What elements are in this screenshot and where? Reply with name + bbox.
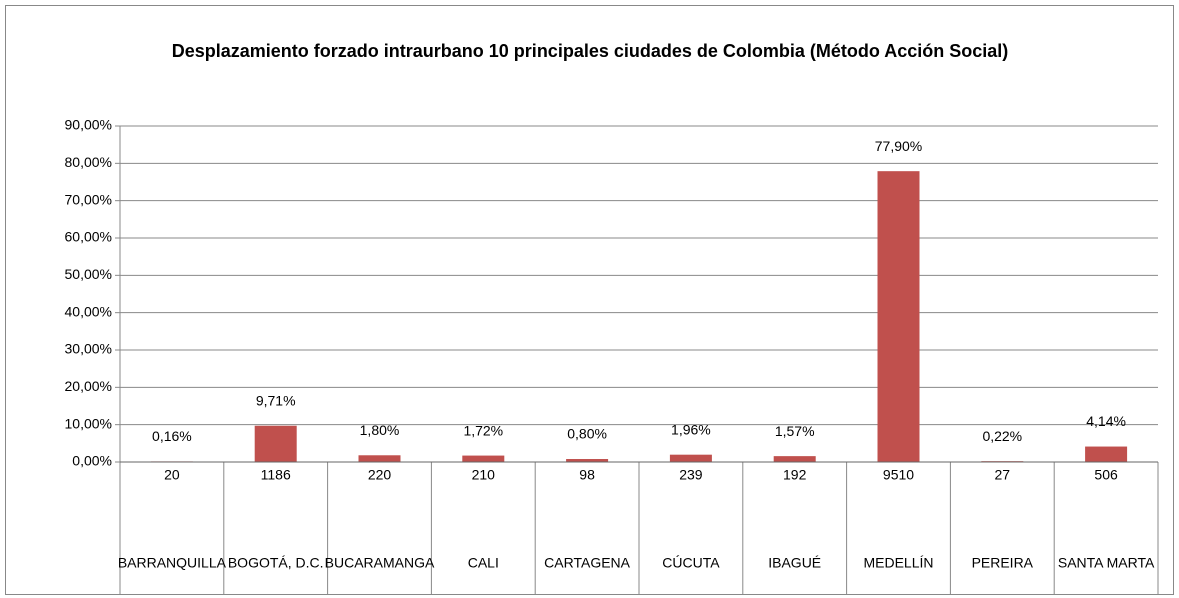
count-label: 98 (579, 467, 595, 483)
bar (358, 455, 401, 462)
chart-border (5, 5, 1174, 595)
count-label: 1186 (261, 467, 291, 483)
bar (462, 455, 505, 462)
x-tick-label: BOGOTÁ, D.C. (228, 555, 324, 571)
data-label: 9,71% (256, 392, 296, 408)
data-label: 1,57% (775, 423, 815, 439)
data-label: 0,22% (982, 428, 1022, 444)
count-label: 9510 (883, 467, 914, 483)
count-label: 210 (472, 467, 496, 483)
count-label: 220 (368, 467, 392, 483)
bar (1085, 446, 1128, 462)
x-tick-label: BARRANQUILLA (118, 555, 227, 571)
count-label: 20 (164, 467, 180, 483)
x-tick-label: CÚCUTA (662, 555, 720, 571)
y-tick-label: 80,00% (65, 154, 112, 170)
x-tick-label: PEREIRA (972, 555, 1034, 571)
count-label: 192 (783, 467, 807, 483)
bar (773, 456, 816, 462)
x-tick-label: CARTAGENA (544, 555, 630, 571)
chart-title: Desplazamiento forzado intraurbano 10 pr… (171, 41, 1009, 61)
data-label: 4,14% (1086, 413, 1126, 429)
bar (669, 454, 712, 462)
x-tick-label: SANTA MARTA (1058, 555, 1155, 571)
x-tick-label: BUCARAMANGA (325, 555, 435, 571)
y-tick-label: 30,00% (65, 341, 112, 357)
x-tick-label: CALI (468, 555, 499, 571)
x-tick-label: MEDELLÍN (863, 555, 933, 571)
bar (566, 459, 609, 462)
y-tick-label: 0,00% (72, 453, 112, 469)
data-label: 0,16% (152, 428, 192, 444)
y-tick-label: 70,00% (65, 191, 112, 207)
data-label: 1,80% (360, 422, 400, 438)
count-label: 27 (995, 467, 1011, 483)
y-tick-label: 90,00% (65, 117, 112, 133)
y-tick-label: 20,00% (65, 378, 112, 394)
count-label: 239 (679, 467, 703, 483)
bar (877, 171, 920, 462)
data-label: 1,72% (463, 422, 503, 438)
y-tick-label: 40,00% (65, 303, 112, 319)
y-tick-label: 60,00% (65, 229, 112, 245)
count-label: 506 (1094, 467, 1118, 483)
bar (254, 425, 297, 462)
y-tick-label: 10,00% (65, 415, 112, 431)
data-label: 77,90% (875, 138, 922, 154)
data-label: 0,80% (567, 426, 607, 442)
x-tick-label: IBAGUÉ (768, 555, 821, 571)
data-label: 1,96% (671, 421, 711, 437)
y-tick-label: 50,00% (65, 266, 112, 282)
